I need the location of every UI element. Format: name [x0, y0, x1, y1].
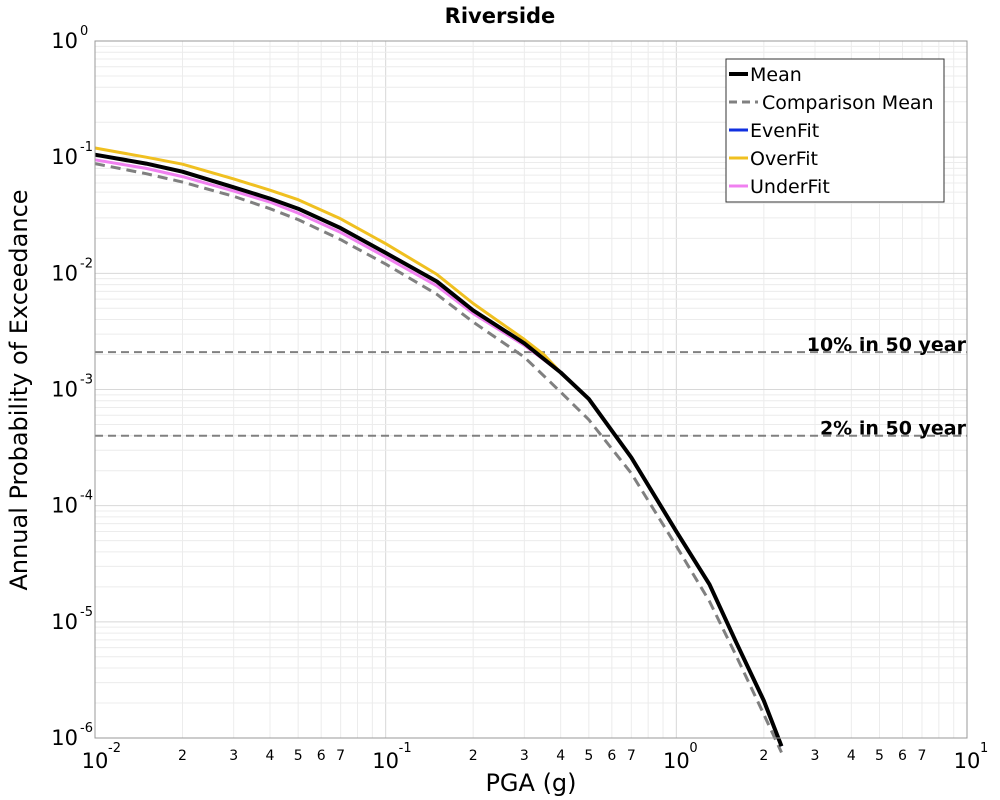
- x-tick-label: 10: [954, 749, 981, 773]
- x-minor-tick-label: 6: [317, 748, 326, 764]
- y-tick-label: 10: [51, 610, 78, 634]
- y-axis-label: Annual Probability of Exceedance: [5, 189, 33, 590]
- series-line-comparison-mean: [94, 162, 783, 754]
- y-tick-exponent: -3: [80, 373, 93, 388]
- legend-label: EvenFit: [750, 120, 819, 142]
- x-minor-tick-label: 4: [556, 748, 565, 764]
- x-minor-tick-label: 5: [584, 748, 593, 764]
- legend-box: [725, 58, 945, 203]
- x-minor-tick-label: 2: [469, 748, 478, 764]
- series-line-overfit: [94, 146, 562, 374]
- reference-lines: 10% in 50 year 2% in 50 year: [95, 334, 967, 440]
- x-minor-tick-label: 7: [336, 748, 345, 764]
- x-tick-exponent: 1: [980, 741, 988, 756]
- legend-label: UnderFit: [750, 176, 830, 198]
- x-minor-tick-label: 4: [847, 748, 856, 764]
- y-tick-label: 10: [51, 378, 78, 402]
- x-minor-tick-label: 6: [607, 748, 616, 764]
- x-tick-exponent: 0: [689, 741, 697, 756]
- reference-line-label: 2% in 50 year: [820, 418, 967, 440]
- chart-title: Riverside: [445, 4, 556, 28]
- x-axis-label: PGA (g): [485, 769, 576, 797]
- x-minor-tick-label: 2: [759, 748, 768, 764]
- x-tick-label: 10: [372, 749, 399, 773]
- plot-frame: [94, 40, 968, 739]
- grid-layer: [94, 41, 967, 739]
- x-minor-tick-label: 3: [229, 748, 238, 764]
- series-layer: [94, 146, 784, 754]
- legend-label: Mean: [750, 64, 802, 86]
- x-minor-tick-label: 2: [178, 748, 187, 764]
- x-minor-tick-label: 7: [627, 748, 636, 764]
- x-minor-tick-label: 4: [266, 748, 275, 764]
- y-tick-exponent: -4: [80, 489, 93, 504]
- y-tick-exponent: -2: [80, 256, 93, 271]
- legend-label: Comparison Mean: [762, 92, 934, 114]
- x-tick-label: 10: [82, 749, 109, 773]
- x-minor-tick-label: 3: [520, 748, 529, 764]
- reference-line-label: 10% in 50 year: [807, 334, 967, 356]
- y-tick-label: 10: [51, 29, 78, 53]
- legend-label: OverFit: [750, 148, 818, 170]
- y-tick-exponent: -6: [80, 721, 93, 736]
- x-tick-exponent: -2: [108, 741, 121, 756]
- y-tick-exponent: -5: [80, 605, 93, 620]
- x-minor-tick-label: 3: [811, 748, 820, 764]
- x-minor-tick-label: 7: [918, 748, 927, 764]
- legend: Mean Comparison Mean EvenFit OverFit UnderFi…: [725, 58, 945, 203]
- y-tick-label: 10: [51, 261, 78, 285]
- y-tick-label: 10: [51, 494, 78, 518]
- y-tick-label: 10: [51, 145, 78, 169]
- series-line-mean: [94, 152, 784, 747]
- x-tick-label: 10: [663, 749, 690, 773]
- x-minor-tick-label: 6: [898, 748, 907, 764]
- y-tick-exponent: 0: [80, 24, 88, 39]
- y-tick-exponent: -1: [80, 140, 93, 155]
- y-tick-label: 10: [51, 726, 78, 750]
- x-tick-exponent: -1: [399, 741, 412, 756]
- x-minor-tick-label: 5: [875, 748, 884, 764]
- x-minor-tick-label: 5: [294, 748, 303, 764]
